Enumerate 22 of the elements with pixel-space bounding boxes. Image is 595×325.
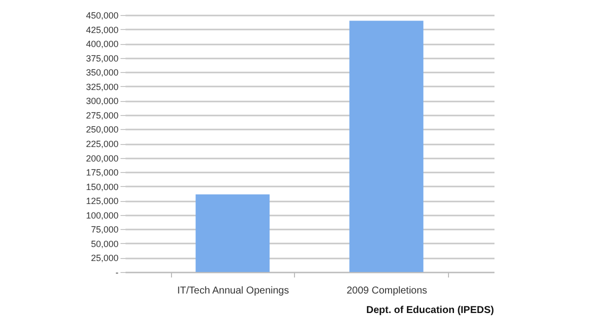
y-tick-label: 300,000	[86, 96, 118, 106]
x-tick-label: 2009 Completions	[346, 286, 428, 296]
y-tick-label: 275,000	[86, 110, 118, 120]
y-tick-label: 325,000	[86, 82, 118, 92]
y-tick-label: 425,000	[86, 24, 118, 35]
y-tick-label: 225,000	[86, 139, 118, 149]
y-tick-label: 375,000	[86, 53, 118, 64]
y-tick-label: 125,000	[86, 196, 118, 206]
y-tick-label: 50,000	[90, 238, 118, 249]
y-tick-label: 175,000	[86, 168, 118, 178]
text: Dept. of Education (IPEDS)	[366, 305, 494, 316]
y-tick-label: 400,000	[86, 39, 118, 50]
y-tick-label: 75,000	[90, 224, 118, 235]
x-tick-label: IT/Tech Annual Openings	[177, 286, 289, 296]
y-tick-label: 350,000	[86, 68, 118, 78]
y-tick-label: 150,000	[86, 182, 118, 192]
y-tick-label: -	[116, 268, 118, 278]
y-tick-label: 25,000	[90, 253, 118, 264]
y-tick-label: 100,000	[86, 210, 118, 220]
y-tick-label: 200,000	[86, 153, 118, 164]
y-tick-label: 250,000	[86, 124, 118, 135]
y-tick-label: 450,000	[86, 10, 118, 20]
